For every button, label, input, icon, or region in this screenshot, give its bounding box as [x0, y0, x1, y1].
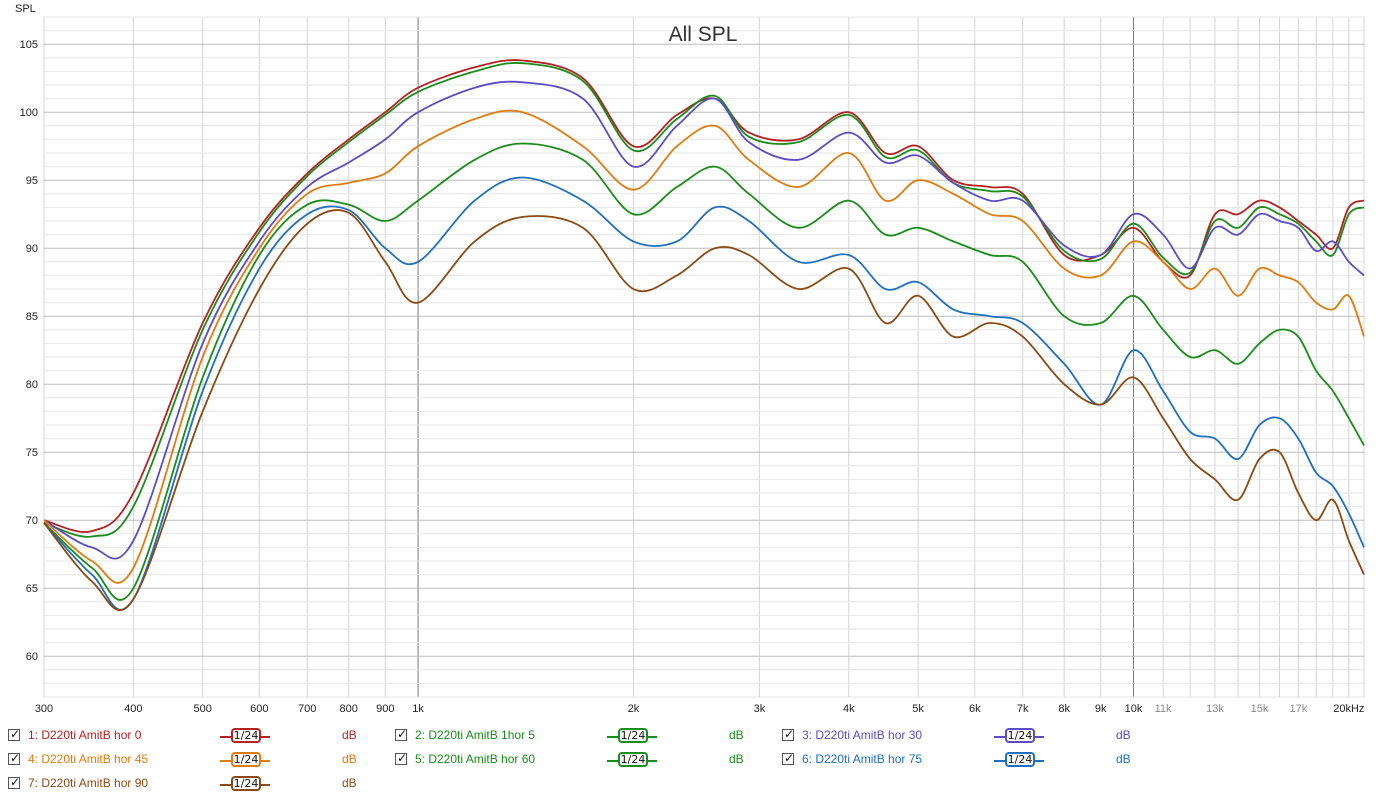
x-tick-label: 13k [1206, 703, 1224, 715]
smoothing-box[interactable]: 1/24 [231, 776, 261, 791]
x-tick-label: 9k [1095, 703, 1107, 715]
x-tick-label: 400 [124, 703, 142, 715]
y-tick-label: 60 [26, 651, 38, 663]
x-tick-label: 2k [628, 703, 640, 715]
unit-label: dB [342, 752, 357, 766]
chart-title: All SPL [669, 23, 738, 46]
unit-label: dB [342, 776, 357, 790]
smoothing-box[interactable]: 1/24 [618, 728, 648, 743]
smoothing-box[interactable]: 1/24 [231, 752, 261, 767]
series-group [43, 59, 1365, 612]
x-tick-label: 3k [754, 703, 766, 715]
y-tick-label: 70 [26, 515, 38, 527]
smoothing-box[interactable]: 1/24 [1005, 728, 1035, 743]
legend: 1: D220ti AmitB hor 0 1/24 dB 2: D220ti … [0, 722, 1385, 797]
unit-label: dB [342, 728, 357, 742]
x-tick-label: 900 [376, 703, 394, 715]
checkbox[interactable] [782, 751, 794, 765]
legend-item[interactable]: 2: D220ti AmitB 1hor 5 1/24 dB [395, 726, 775, 746]
legend-item[interactable]: 4: D220ti AmitB hor 45 1/24 dB [8, 750, 388, 770]
x-tick-label: 1k [412, 703, 424, 715]
checkbox[interactable] [782, 727, 794, 741]
y-tick-label: 105 [20, 39, 38, 51]
unit-label: dB [729, 728, 744, 742]
legend-item[interactable]: 6: D220ti AmitB hor 75 1/24 dB [782, 750, 1162, 770]
y-tick-label: 80 [26, 379, 38, 391]
series-line-4 [43, 109, 1365, 584]
x-tick-label: 300 [35, 703, 53, 715]
x-tick-label: 10k [1125, 703, 1143, 715]
x-tick-label: 17k [1289, 703, 1307, 715]
legend-item[interactable]: 3: D220ti AmitB hor 30 1/24 dB [782, 726, 1162, 746]
series-line-5 [43, 142, 1365, 601]
legend-label: 5: D220ti AmitB hor 60 [415, 752, 536, 766]
x-tick-label: 6k [969, 703, 981, 715]
y-tick-label: 100 [20, 107, 38, 119]
legend-item[interactable]: 5: D220ti AmitB hor 60 1/24 dB [395, 750, 775, 770]
x-tick-label: 20kHz [1333, 703, 1364, 715]
y-tick-label: 65 [26, 583, 38, 595]
legend-label: 6: D220ti AmitB hor 75 [802, 752, 923, 766]
series-line-3 [43, 80, 1365, 560]
legend-label: 7: D220ti AmitB hor 90 [28, 776, 149, 790]
legend-label: 1: D220ti AmitB hor 0 [28, 728, 142, 742]
x-tick-label: 500 [194, 703, 212, 715]
x-tick-label: 7k [1017, 703, 1029, 715]
checkbox[interactable] [8, 775, 20, 789]
unit-label: dB [729, 752, 744, 766]
x-tick-label: 4k [843, 703, 855, 715]
smoothing-box[interactable]: 1/24 [231, 728, 261, 743]
x-tick-label: 5k [912, 703, 924, 715]
series-line-6 [43, 176, 1365, 611]
checkbox[interactable] [395, 751, 407, 765]
x-tick-label: 15k [1251, 703, 1269, 715]
series-line-7 [43, 209, 1365, 612]
series-line-2 [43, 62, 1365, 538]
legend-label: 3: D220ti AmitB hor 30 [802, 728, 923, 742]
legend-item[interactable]: 1: D220ti AmitB hor 0 1/24 dB [8, 726, 388, 746]
x-tick-label: 700 [298, 703, 316, 715]
checkbox[interactable] [8, 727, 20, 741]
spl-chart: SPL All SPL 60 65 70 75 80 85 90 95 100 105 300 40… [15, 3, 1365, 715]
checkbox[interactable] [395, 727, 407, 741]
unit-label: dB [1116, 752, 1131, 766]
legend-item[interactable]: 7: D220ti AmitB hor 90 1/24 dB [8, 774, 388, 794]
y-ticks: 60 65 70 75 80 85 90 95 100 105 [20, 39, 38, 663]
unit-label: dB [1116, 728, 1131, 742]
y-tick-label: 75 [26, 447, 38, 459]
legend-label: 2: D220ti AmitB 1hor 5 [415, 728, 536, 742]
y-tick-label: 90 [26, 243, 38, 255]
y-tick-label: 85 [26, 311, 38, 323]
x-tick-label: 800 [340, 703, 358, 715]
x-tick-label: 600 [250, 703, 268, 715]
series-line-1 [43, 59, 1365, 533]
x-tick-label: 8k [1058, 703, 1070, 715]
checkbox[interactable] [8, 751, 20, 765]
y-axis-label: SPL [15, 3, 36, 15]
smoothing-box[interactable]: 1/24 [618, 752, 648, 767]
smoothing-box[interactable]: 1/24 [1005, 752, 1035, 767]
legend-label: 4: D220ti AmitB hor 45 [28, 752, 149, 766]
x-ticks: 300 400 500 600 700 800 900 1k 2k 3k 4k 5k 6k 7k 8k 9k 1… [35, 703, 1365, 715]
y-tick-label: 95 [26, 175, 38, 187]
x-tick-label: 11k [1155, 703, 1172, 715]
